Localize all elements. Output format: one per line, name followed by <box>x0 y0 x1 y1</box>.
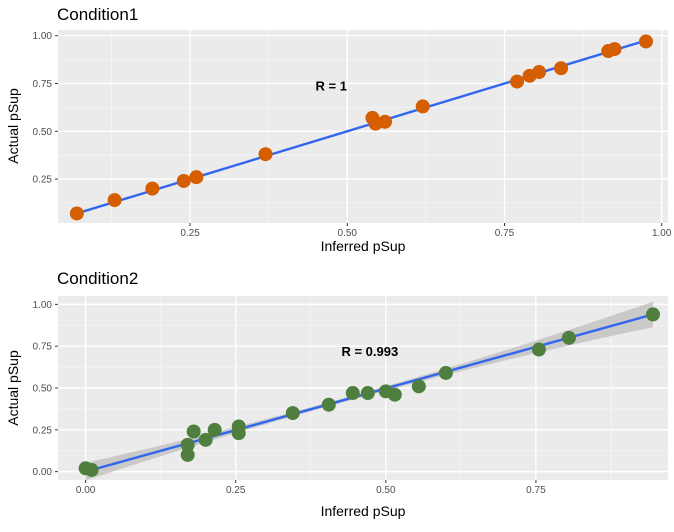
condition2-x-axis-title: Inferred pSup <box>321 503 406 519</box>
condition1-point <box>176 173 191 188</box>
condition2-points <box>78 307 660 477</box>
condition1-point <box>532 65 547 80</box>
condition2-y-tick-label: 1.00 <box>33 300 53 311</box>
condition1-panel: Condition1 R = 1 0.25 0.50 0.75 1.00 0.25 0.5… <box>5 5 672 254</box>
condition2-point <box>438 365 453 380</box>
condition2-point <box>207 422 222 437</box>
condition1-points <box>69 34 653 221</box>
condition2-point <box>180 437 195 452</box>
condition2-x-tick-label: 0.00 <box>76 485 96 496</box>
condition1-y-tick-label: 0.50 <box>33 127 53 138</box>
condition1-x-tick-label: 1.00 <box>652 228 672 239</box>
condition2-point <box>321 397 336 412</box>
condition1-title: Condition1 <box>57 5 138 24</box>
condition1-y-tick-label: 0.75 <box>33 79 53 90</box>
condition2-gridlines <box>58 296 668 480</box>
condition2-x-tick-label: 0.75 <box>526 485 546 496</box>
condition2-ticks: 0.00 0.25 0.50 0.75 0.00 0.25 0.50 0.75 1.00 <box>33 300 547 496</box>
condition1-point <box>378 114 393 129</box>
condition2-point <box>180 447 195 462</box>
condition1-y-tick-label: 1.00 <box>33 31 53 42</box>
condition1-x-tick-label: 0.25 <box>180 228 200 239</box>
condition1-point <box>510 74 525 89</box>
condition2-y-axis-title: Actual pSup <box>5 350 21 426</box>
condition2-x-tick-label: 0.50 <box>376 485 396 496</box>
condition2-point <box>84 462 99 477</box>
condition2-point <box>387 387 402 402</box>
condition2-point <box>186 424 201 439</box>
condition1-y-tick-label: 0.25 <box>33 175 53 186</box>
condition1-point <box>415 99 430 114</box>
condition2-point <box>561 330 576 345</box>
condition2-point <box>360 386 375 401</box>
condition2-point <box>231 426 246 441</box>
condition1-r-annotation: R = 1 <box>316 78 347 93</box>
condition2-y-tick-label: 0.50 <box>33 384 53 395</box>
condition2-r-annotation: R = 0.993 <box>341 344 398 359</box>
condition1-point <box>638 34 653 49</box>
condition1-point <box>145 181 160 196</box>
condition2-y-tick-label: 0.25 <box>33 425 53 436</box>
condition1-point <box>258 147 273 162</box>
condition1-ticks: 0.25 0.50 0.75 1.00 0.25 0.50 0.75 1.00 <box>33 31 672 239</box>
condition1-gridlines <box>58 30 668 223</box>
condition1-point <box>607 42 622 57</box>
condition1-x-axis-title: Inferred pSup <box>321 238 406 254</box>
condition1-point <box>69 206 84 221</box>
condition1-fit <box>76 39 647 215</box>
condition1-point <box>554 61 569 76</box>
condition2-title: Condition2 <box>57 269 138 288</box>
condition2-point <box>411 379 426 394</box>
condition2-y-tick-label: 0.75 <box>33 342 53 353</box>
condition1-point <box>107 193 122 208</box>
condition2-point <box>285 406 300 421</box>
condition1-y-axis-title: Actual pSup <box>5 88 21 164</box>
condition1-x-tick-label: 0.75 <box>495 228 515 239</box>
condition1-x-tick-label: 0.50 <box>338 228 358 239</box>
condition2-point <box>645 307 660 322</box>
condition2-y-tick-label: 0.00 <box>33 467 53 478</box>
condition2-panel: Condition2 R = 0.993 0.00 0.25 0.50 0.750.0… <box>5 269 668 519</box>
condition2-point <box>198 432 213 447</box>
condition1-fit-line <box>76 39 647 215</box>
condition1-point <box>189 170 204 185</box>
condition2-x-tick-label: 0.25 <box>226 485 246 496</box>
condition2-point <box>345 386 360 401</box>
condition2-point <box>531 342 546 357</box>
